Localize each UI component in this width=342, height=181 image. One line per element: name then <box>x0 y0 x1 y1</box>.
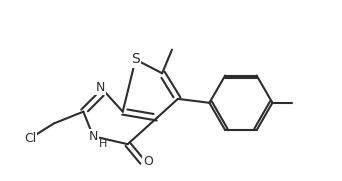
Text: N: N <box>95 81 105 94</box>
Text: S: S <box>131 52 140 66</box>
Text: Cl: Cl <box>24 132 36 145</box>
Text: N: N <box>89 130 98 143</box>
Text: O: O <box>143 155 153 168</box>
Text: H: H <box>99 139 107 149</box>
